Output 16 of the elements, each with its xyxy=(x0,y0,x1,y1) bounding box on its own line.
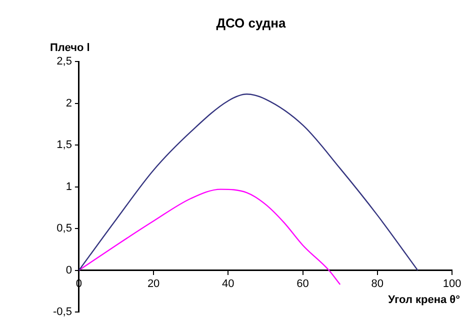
x-tick-label: 40 xyxy=(222,278,234,290)
y-tick-label: -0,5 xyxy=(52,306,72,318)
x-tick-label: 80 xyxy=(371,278,384,290)
y-tick-label: 1 xyxy=(66,180,72,193)
line-series xyxy=(78,94,418,271)
y-tick-label: 0,5 xyxy=(56,222,72,235)
chart-title: ДСО судна xyxy=(216,15,287,30)
y-tick-label: 2,5 xyxy=(56,56,72,68)
x-tick-label: 60 xyxy=(296,278,309,290)
x-tick-label: 20 xyxy=(147,278,160,290)
y-axis-title: Плечо l xyxy=(50,42,90,54)
y-tick-label: 2 xyxy=(66,97,72,110)
x-axis-title: Угол крена θ° xyxy=(388,294,460,306)
y-tick-label: 0 xyxy=(66,264,72,276)
y-tick-label: 1,5 xyxy=(56,139,72,152)
x-tick-label: 100 xyxy=(442,278,462,290)
